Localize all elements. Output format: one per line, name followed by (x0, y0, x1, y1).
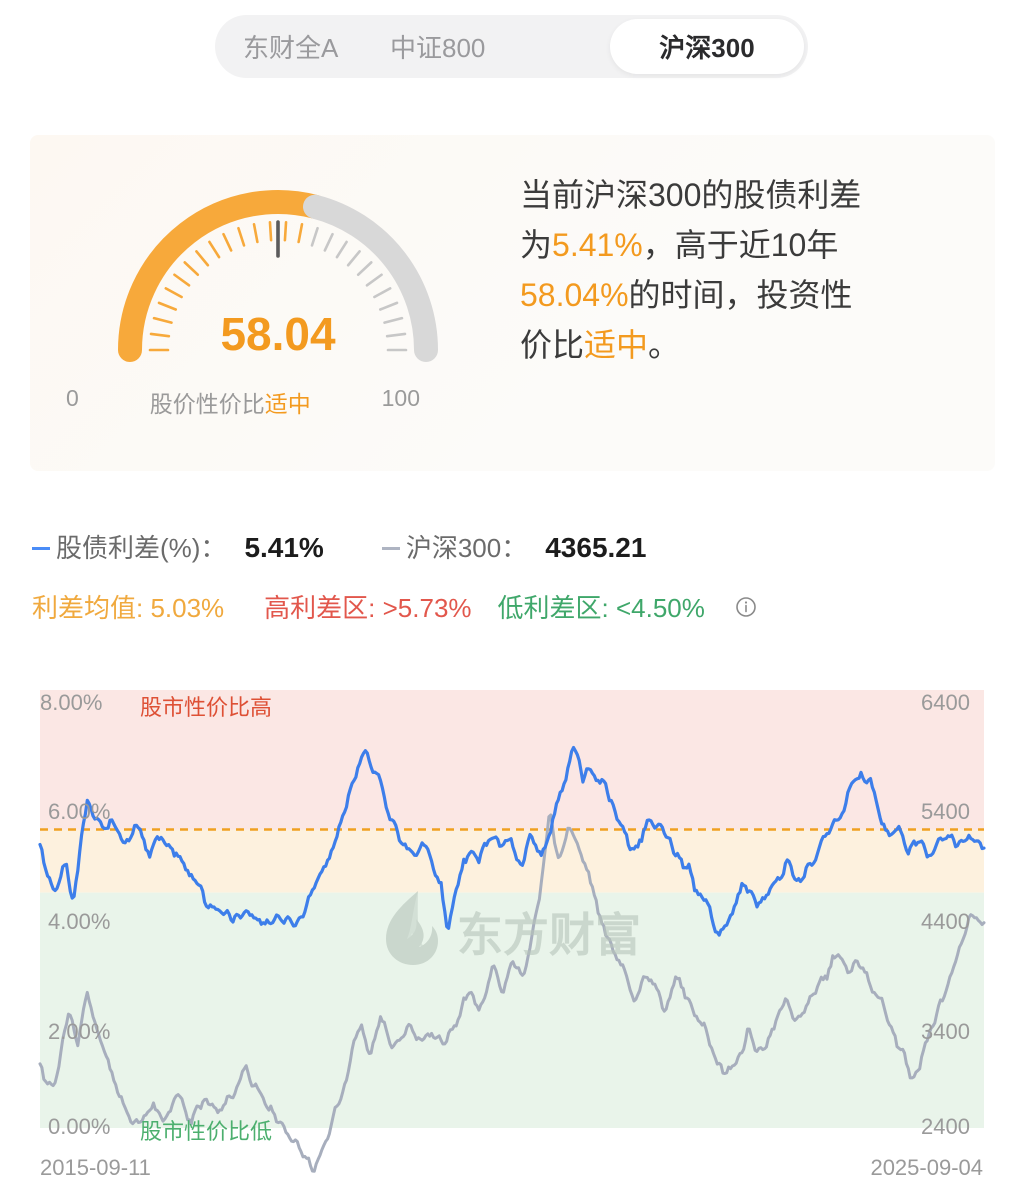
svg-text:东方财富: 东方财富 (457, 909, 641, 961)
